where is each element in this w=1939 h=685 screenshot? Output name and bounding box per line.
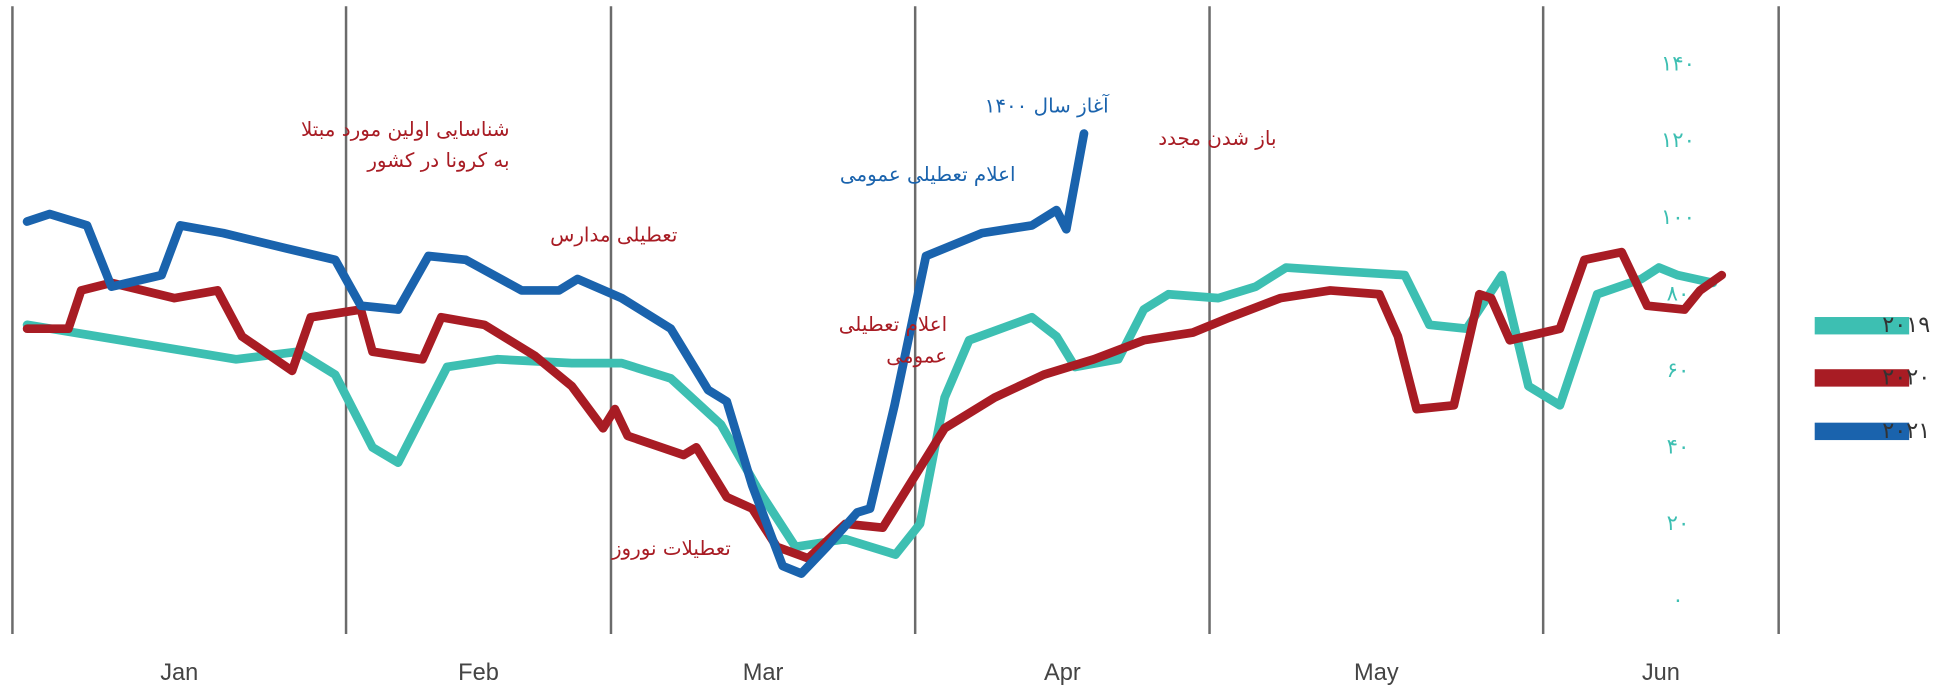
y-tick-label: ۲۰ bbox=[1667, 510, 1690, 535]
legend-label: ۲۰۱۹ bbox=[1882, 312, 1930, 338]
legend-swatch bbox=[1814, 369, 1910, 387]
y-tick-label: ۱۴۰ bbox=[1661, 51, 1695, 76]
line-series bbox=[22, 247, 1727, 563]
annotation: به کرونا در کشور bbox=[366, 149, 509, 172]
annotation: باز شدن مجدد bbox=[1158, 127, 1276, 150]
x-tick-label: Jun bbox=[1642, 660, 1680, 685]
annotation: تعطیلات نوروز bbox=[611, 537, 731, 560]
legend-swatch bbox=[1814, 317, 1910, 335]
legend-swatch bbox=[1814, 422, 1910, 441]
x-tick-label: Apr bbox=[1044, 660, 1081, 685]
y-tick-label: ۱۲۰ bbox=[1661, 127, 1695, 152]
line-series bbox=[22, 263, 1718, 559]
annotation: تعطیلی مدارس bbox=[550, 224, 677, 247]
x-tick-label: Mar bbox=[743, 660, 784, 685]
line-series bbox=[22, 129, 1089, 578]
y-tick-label: ۱۰۰ bbox=[1661, 204, 1695, 229]
y-tick-label: ۴۰ bbox=[1667, 433, 1690, 458]
annotation: عمومی bbox=[886, 344, 947, 367]
annotation: اعلام تعطیلی bbox=[839, 313, 947, 336]
legend-label: ۲۰۲۱ bbox=[1882, 418, 1930, 444]
x-tick-label: Jan bbox=[160, 660, 198, 685]
y-tick-label: ۶۰ bbox=[1667, 357, 1690, 382]
legend-label: ۲۰۲۰ bbox=[1882, 364, 1930, 390]
annotation: شناسایی اولین مورد مبتلا bbox=[301, 118, 510, 141]
annotation: آغاز سال ۱۴۰۰ bbox=[985, 93, 1111, 117]
y-tick-label: ۰ bbox=[1672, 586, 1683, 611]
annotation: اعلام تعطیلی عمومی bbox=[840, 163, 1016, 186]
x-tick-label: Feb bbox=[458, 660, 499, 685]
y-tick-label: ۸۰ bbox=[1667, 280, 1690, 305]
x-tick-label: May bbox=[1354, 660, 1399, 685]
